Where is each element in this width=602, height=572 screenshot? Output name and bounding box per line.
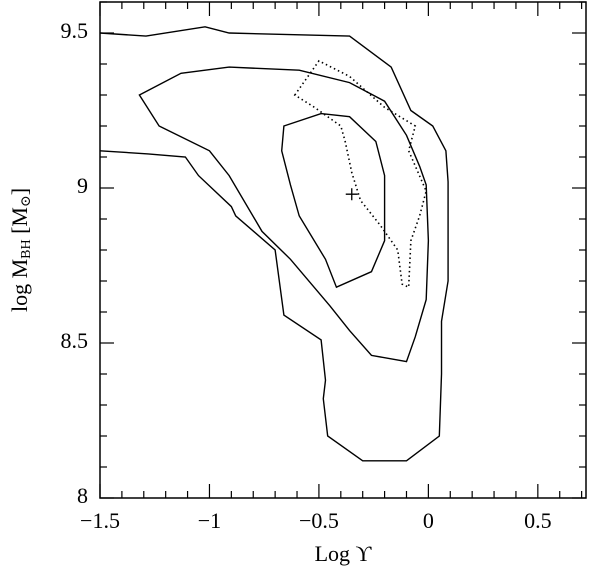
x-tick-label: 0 <box>423 508 434 533</box>
contour-line <box>138 66 430 363</box>
y-label-part: ⊙ <box>19 195 34 207</box>
y-label-part: log M <box>7 259 32 312</box>
y-axis-label: log MBH [M⊙] <box>7 188 34 312</box>
y-tick-label: 8 <box>77 483 88 508</box>
contour-line <box>280 112 386 289</box>
x-tick-label: −1.5 <box>80 508 120 533</box>
y-tick-label: 8.5 <box>61 328 89 353</box>
y-label-part: [M <box>7 207 32 239</box>
x-axis-label: Log ϒ <box>315 541 373 566</box>
y-label-part: BH <box>19 239 34 258</box>
x-tick-label: −1 <box>198 508 221 533</box>
contour-line <box>293 59 428 289</box>
y-tick-label: 9 <box>77 173 88 198</box>
contour-line <box>99 26 449 462</box>
x-tick-label: 0.5 <box>524 508 552 533</box>
plot-frame <box>99 1 587 499</box>
y-tick-label: 9.5 <box>61 18 89 43</box>
best-fit-marker <box>345 188 358 201</box>
x-tick-label: −0.5 <box>299 508 339 533</box>
y-label-part: ] <box>7 188 32 195</box>
